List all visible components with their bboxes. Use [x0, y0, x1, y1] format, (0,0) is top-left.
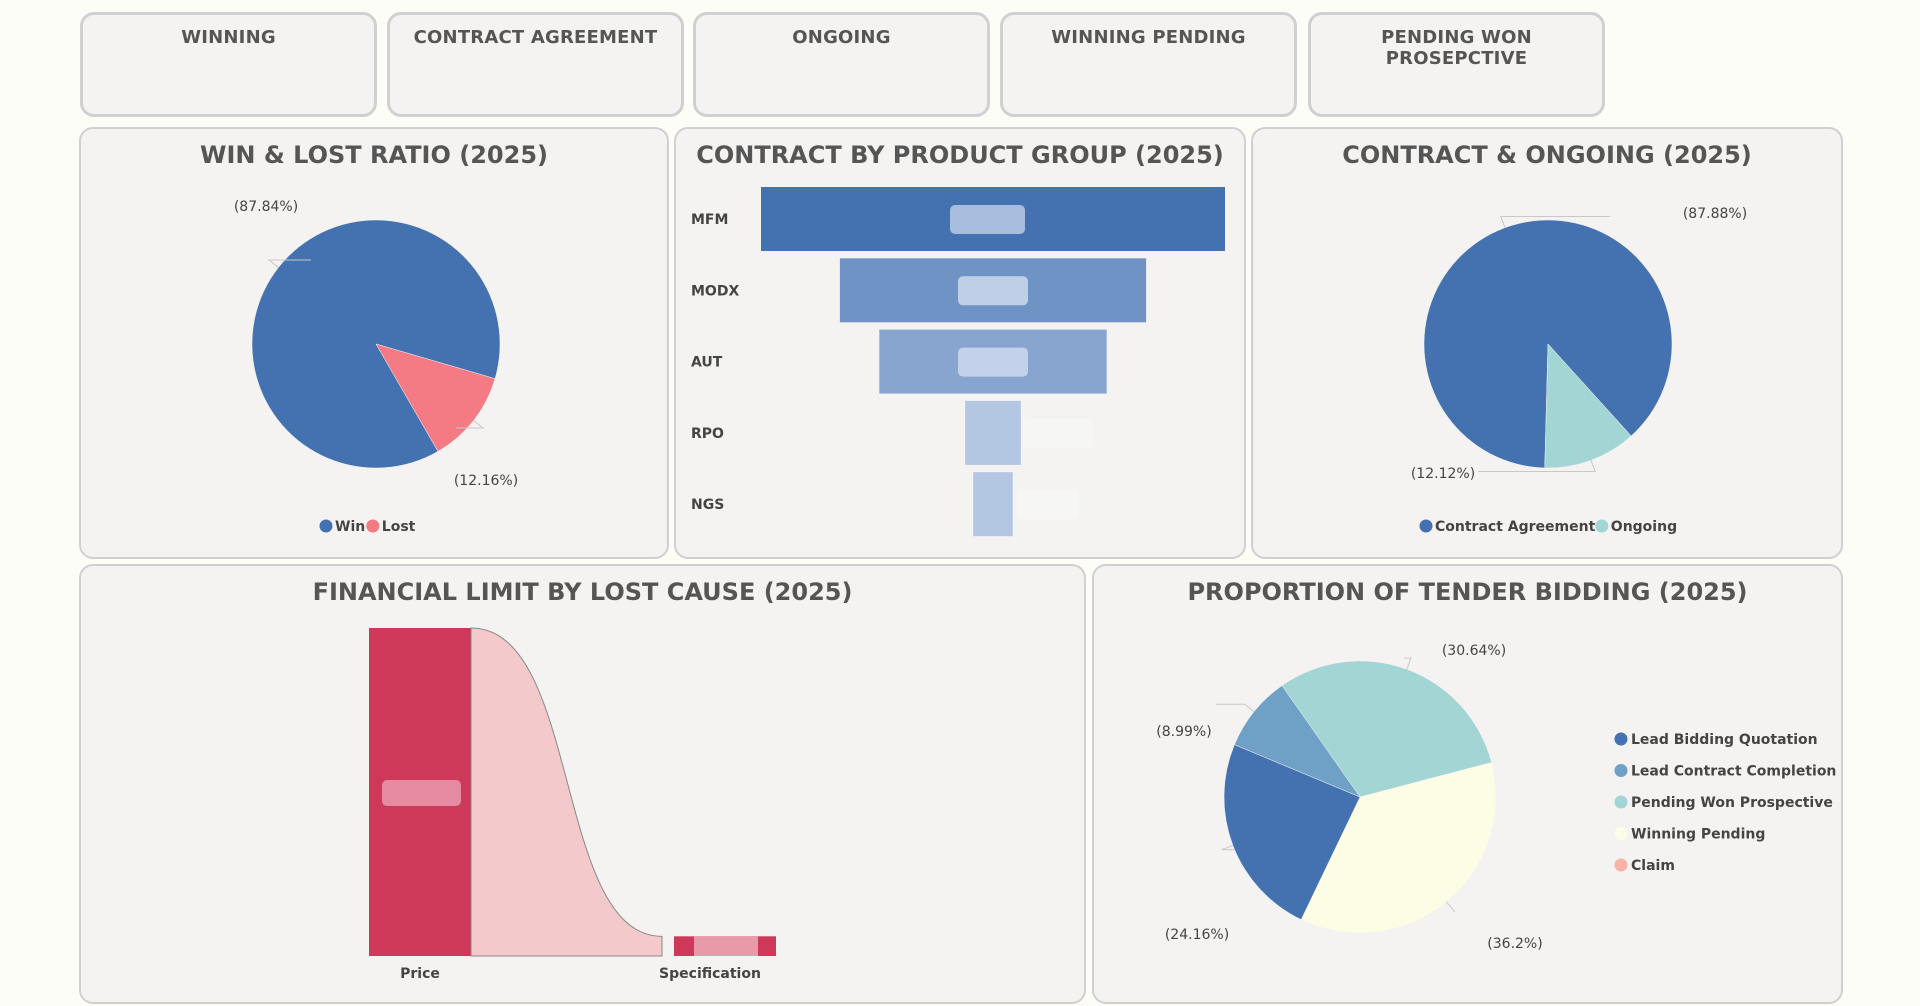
leader-line [1446, 901, 1455, 912]
win-lost-panel: WIN & LOST RATIO (2025) (87.84%) (12.16%)… [79, 127, 669, 559]
kpi-title: CONTRACT AGREEMENT [413, 27, 658, 48]
data-label: (24.16%) [1165, 927, 1229, 943]
value-label-placeholder [958, 276, 1028, 306]
legend-marker-lost [366, 519, 380, 533]
legend-marker-lead-bidding-quotation [1614, 732, 1628, 746]
legend-label-winning-pending: Winning Pending [1631, 827, 1765, 843]
value-label-placeholder [950, 205, 1025, 234]
ribbon-flow [470, 627, 663, 957]
funnel-bar-ngs[interactable] [973, 472, 1013, 537]
lost-cause-ribbon-chart[interactable]: Price Specification [81, 566, 1088, 1006]
leader-line [1216, 703, 1255, 713]
legend-label-lead-contract-completion: Lead Contract Completion [1631, 764, 1836, 780]
data-label: (12.16%) [454, 473, 518, 489]
data-label: (30.64%) [1442, 643, 1506, 659]
tender-bidding-pie-chart[interactable]: (30.64%) (36.2%) (24.16%) (8.99%) Lead Biddi… [1094, 566, 1845, 1006]
value-label-placeholder [1017, 490, 1079, 520]
legend-marker-pending-won-prospective [1614, 795, 1628, 809]
leader-line [1404, 657, 1412, 670]
funnel-bar-rpo[interactable] [965, 400, 1021, 465]
chart-title: CONTRACT & ONGOING (2025) [1342, 141, 1752, 169]
kpi-title: WINNING PENDING [1051, 27, 1246, 48]
kpi-title: ONGOING [792, 27, 891, 48]
data-label: (87.84%) [234, 199, 298, 215]
category-label-mfm: MFM [691, 212, 728, 228]
value-label-placeholder [1023, 418, 1093, 448]
legend-label-pending-won-prospective: Pending Won Prospective [1631, 795, 1833, 811]
legend-label-contract-agreement: Contract Agreement [1435, 519, 1596, 535]
category-label-aut: AUT [691, 355, 723, 371]
chart-title: FINANCIAL LIMIT BY LOST CAUSE (2025) [312, 578, 853, 606]
category-label-modx: MODX [691, 283, 739, 299]
legend-marker-winning-pending [1614, 827, 1628, 840]
chart-title: CONTRACT BY PRODUCT GROUP (2025) [696, 141, 1224, 169]
pie-slice-pending-won-prospective[interactable] [1281, 660, 1492, 798]
pie-slice-winning-pending[interactable] [1300, 762, 1497, 934]
legend-label-ongoing: Ongoing [1611, 519, 1677, 535]
legend-marker-contract-agreement [1419, 519, 1433, 533]
value-label-placeholder [958, 347, 1028, 377]
kpi-card-winning[interactable]: WINNING [80, 12, 377, 117]
product-group-panel: CONTRACT BY PRODUCT GROUP (2025) MFM MODX… [674, 127, 1246, 559]
data-label: (12.12%) [1411, 466, 1475, 482]
product-group-funnel-chart[interactable]: MFM MODX AUT RPO NGS [676, 129, 1248, 561]
chart-title: WIN & LOST RATIO (2025) [200, 141, 548, 169]
leader-line [1221, 844, 1235, 851]
legend-label-lead-bidding-quotation: Lead Bidding Quotation [1631, 732, 1818, 748]
chart-title: PROPORTION OF TENDER BIDDING (2025) [1187, 578, 1748, 606]
kpi-card-winning-pending[interactable]: WINNING PENDING [1000, 12, 1297, 117]
kpi-title: WINNING [181, 27, 276, 48]
legend-marker-lead-contract-completion [1614, 764, 1628, 777]
contract-ongoing-pie-chart[interactable]: (87.88%) (12.12%) Contract Agreement Ongoin… [1253, 129, 1845, 561]
leader-line [456, 420, 485, 429]
legend-label-claim: Claim [1631, 858, 1675, 874]
legend-label-lost: Lost [382, 519, 416, 535]
value-label-placeholder [382, 780, 461, 806]
legend-label-win: Win [335, 519, 365, 535]
data-label: (8.99%) [1156, 724, 1211, 740]
kpi-card-pending-won-prospective[interactable]: PENDING WON PROSEPCTIVE [1308, 12, 1605, 117]
pie-slice-lost[interactable] [375, 343, 496, 452]
data-label: (36.2%) [1487, 936, 1542, 952]
category-label-rpo: RPO [691, 426, 724, 442]
kpi-title: PENDING WON PROSEPCTIVE [1381, 27, 1532, 69]
legend-marker-claim [1614, 858, 1628, 872]
value-label-placeholder [694, 936, 758, 956]
data-label: (87.88%) [1683, 206, 1747, 222]
leader-line [267, 259, 311, 268]
kpi-card-ongoing[interactable]: ONGOING [693, 12, 990, 117]
category-label-price: Price [400, 966, 440, 982]
contract-ongoing-panel: CONTRACT & ONGOING (2025) (87.88%) (12.12… [1251, 127, 1843, 559]
win-lost-pie-chart[interactable]: (87.84%) (12.16%) Win Lost [81, 129, 671, 561]
leader-line [1478, 460, 1596, 473]
category-label-ngs: NGS [691, 497, 724, 513]
lost-cause-panel: FINANCIAL LIMIT BY LOST CAUSE (2025) Pri… [79, 564, 1086, 1004]
category-label-specification: Specification [659, 966, 761, 982]
leader-line [1500, 215, 1610, 228]
pie-slice-ongoing[interactable] [1544, 343, 1632, 469]
legend-marker-win [319, 519, 333, 533]
tender-bidding-panel: PROPORTION OF TENDER BIDDING (2025) (30.… [1092, 564, 1843, 1004]
kpi-card-contract-agreement[interactable]: CONTRACT AGREEMENT [387, 12, 684, 117]
legend-marker-ongoing [1595, 519, 1609, 533]
